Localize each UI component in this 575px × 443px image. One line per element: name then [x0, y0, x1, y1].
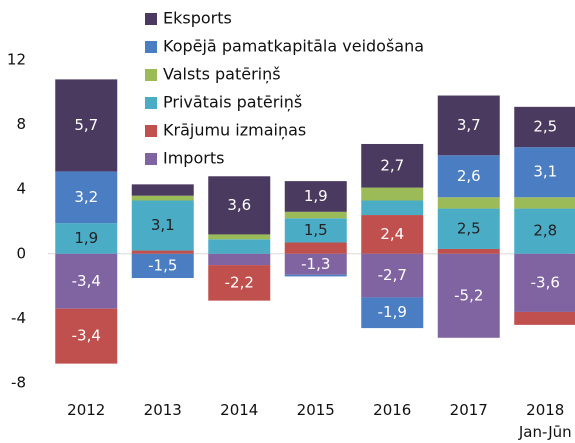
y-tick-label: -8 [11, 374, 26, 392]
legend-label: Eksports [163, 9, 232, 28]
bar-segment [514, 147, 575, 198]
x-tick-label: 2017 [450, 401, 488, 419]
bar-segment [131, 250, 194, 254]
x-tick-label: 2012 [67, 401, 105, 419]
bar-segment [131, 184, 194, 196]
bar-segment [208, 234, 271, 240]
bar-segment [437, 197, 500, 209]
legend-swatch [145, 69, 157, 81]
bar-segment [284, 274, 347, 277]
data-label: 2,5 [533, 118, 557, 136]
y-tick-label: 8 [16, 115, 26, 133]
bar-segment [437, 155, 500, 198]
bar-segment [361, 200, 424, 216]
data-label: 3,6 [227, 196, 251, 214]
data-label: -1,9 [378, 303, 407, 321]
data-label: 3,1 [533, 163, 557, 181]
bar-segment [437, 95, 500, 156]
data-label: 2,4 [380, 225, 404, 243]
bar-segment [284, 253, 347, 275]
bar-segment [208, 253, 271, 266]
x-tick-label: 2015 [297, 401, 335, 419]
bar-segment [131, 253, 194, 279]
bar-segment [208, 239, 271, 254]
bar-segment [361, 297, 424, 329]
bar-segment [514, 253, 575, 312]
y-tick-label: -4 [11, 309, 26, 327]
bar-segment [208, 176, 271, 235]
x-tick-label: 2018 Jan-Jūn [518, 401, 572, 441]
data-label: -2,7 [378, 266, 407, 284]
bar-segment [514, 197, 575, 209]
bar-segment [437, 248, 500, 254]
x-tick-label: 2016 [373, 401, 411, 419]
bar-segment [55, 308, 118, 364]
bar-segment [55, 223, 118, 254]
data-label: 3,7 [457, 116, 481, 134]
data-label: -1,3 [301, 255, 330, 273]
bar-segment [361, 215, 424, 254]
bar-segment [361, 253, 424, 298]
data-label: -1,5 [148, 256, 177, 274]
data-label: -5,2 [454, 286, 483, 304]
x-tick-label: 2013 [144, 401, 182, 419]
bar-segment [208, 265, 271, 301]
data-label: 1,5 [304, 221, 328, 239]
x-tick-label: 2014 [220, 401, 258, 419]
bar-segment [514, 311, 575, 325]
bar-segment [437, 208, 500, 249]
bar-segment [55, 171, 118, 224]
legend-swatch [145, 13, 157, 25]
bar-segment [437, 253, 500, 338]
data-label: 3,2 [74, 188, 98, 206]
legend-label: Imports [163, 149, 224, 168]
legend-swatch [145, 153, 157, 165]
data-label: 5,7 [74, 116, 98, 134]
bar-segment [55, 79, 118, 172]
legend-swatch [145, 41, 157, 53]
data-label: 2,6 [457, 167, 481, 185]
data-label: -3,6 [531, 273, 560, 291]
bar-segment [361, 143, 424, 188]
bar-segment [514, 106, 575, 148]
bar-segment [284, 181, 347, 212]
data-label: 1,9 [74, 229, 98, 247]
legend-swatch [145, 97, 157, 109]
y-tick-label: 0 [16, 244, 26, 262]
y-tick-label: 4 [16, 180, 26, 198]
data-label: 2,5 [457, 219, 481, 237]
bar-segment [284, 242, 347, 254]
legend-label: Valsts patēriņš [163, 65, 281, 84]
data-label: 2,8 [533, 222, 557, 240]
data-label: -3,4 [72, 327, 101, 345]
bar-segment [284, 218, 347, 243]
data-label: 3,1 [151, 216, 175, 234]
bar-segment [361, 187, 424, 201]
bar-segment [284, 211, 347, 219]
legend-label: Privātais patēriņš [163, 93, 302, 112]
data-label: 2,7 [380, 156, 404, 174]
bar-segment [55, 253, 118, 309]
data-label: 1,9 [304, 187, 328, 205]
bar-segment [131, 195, 194, 201]
legend-label: Krājumu izmaiņas [163, 121, 306, 140]
bar-segment [514, 208, 575, 254]
legend-swatch [145, 125, 157, 137]
y-tick-label: 12 [7, 51, 26, 69]
data-label: -3,4 [72, 272, 101, 290]
bar-segment [131, 200, 194, 251]
legend-label: Kopējā pamatkapitāla veidošana [163, 37, 424, 56]
data-label: -2,2 [225, 273, 254, 291]
